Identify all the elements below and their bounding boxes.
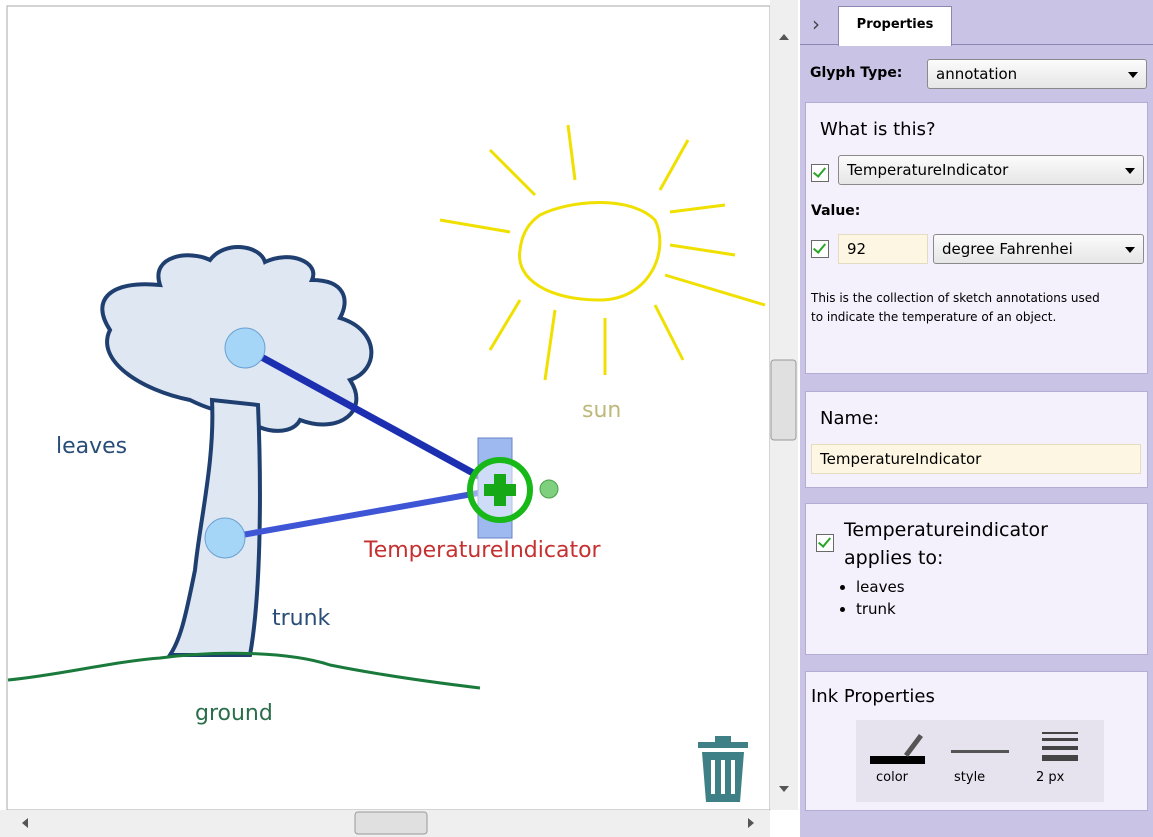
ink-title: Ink Properties (811, 686, 935, 707)
label-ground: ground (195, 701, 273, 726)
value-input[interactable]: 92 (838, 234, 928, 264)
description: This is the collection of sketch annotat… (811, 289, 1111, 327)
trash-icon[interactable] (698, 736, 748, 802)
canvas-bg (0, 0, 800, 837)
what-section: What is this? TemperatureIndicator Value… (805, 102, 1148, 374)
sketch-canvas[interactable]: leaves trunk sun ground TemperatureIndic… (0, 0, 800, 837)
type-select[interactable]: TemperatureIndicator (838, 155, 1144, 185)
applies-item: leaves (856, 576, 905, 598)
label-trunk: trunk (272, 606, 331, 631)
name-title: Name: (820, 408, 879, 429)
ink-toolbar: color style 2 px (856, 720, 1104, 802)
type-checkbox[interactable] (811, 164, 829, 182)
applies-checkbox[interactable] (816, 534, 834, 552)
collapse-button[interactable]: › (812, 12, 820, 36)
v-thumb[interactable] (771, 360, 796, 440)
tab[interactable]: Properties (838, 6, 952, 46)
applies-title: Temperatureindicator applies to: (844, 516, 1074, 572)
ink-section: Ink Properties color style 2 px (805, 671, 1148, 811)
tab-bar: › Properties (800, 6, 1153, 45)
label-indicator: TemperatureIndicator (363, 538, 602, 563)
label-sun: sun (582, 398, 621, 423)
handle[interactable] (540, 480, 558, 498)
value-label: Value: (811, 203, 860, 219)
applies-section: Temperatureindicator applies to: leavest… (805, 503, 1148, 655)
ink-tool[interactable]: style (954, 770, 985, 785)
value-checkbox[interactable] (811, 240, 829, 258)
label-leaves: leaves (56, 434, 127, 459)
name-input[interactable]: TemperatureIndicator (811, 444, 1141, 474)
glyph-type-select[interactable]: annotation (927, 59, 1147, 89)
ink-tool[interactable]: color (876, 770, 908, 785)
h-thumb[interactable] (355, 812, 427, 834)
ink-icons (856, 720, 1104, 770)
glyph-type-label: Glyph Type: (810, 65, 902, 81)
what-title: What is this? (820, 119, 936, 140)
screen: leaves trunk sun ground TemperatureIndic… (0, 0, 1153, 837)
properties-panel: › Properties Glyph Type: annotation What… (800, 0, 1153, 837)
unit-select[interactable]: degree Fahrenhei (933, 234, 1144, 264)
ink-tool[interactable]: 2 px (1036, 770, 1064, 785)
name-section: Name: TemperatureIndicator (805, 391, 1148, 488)
anchor-leaves[interactable] (225, 328, 265, 368)
applies-item: trunk (856, 598, 905, 620)
anchor-trunk[interactable] (205, 518, 245, 558)
